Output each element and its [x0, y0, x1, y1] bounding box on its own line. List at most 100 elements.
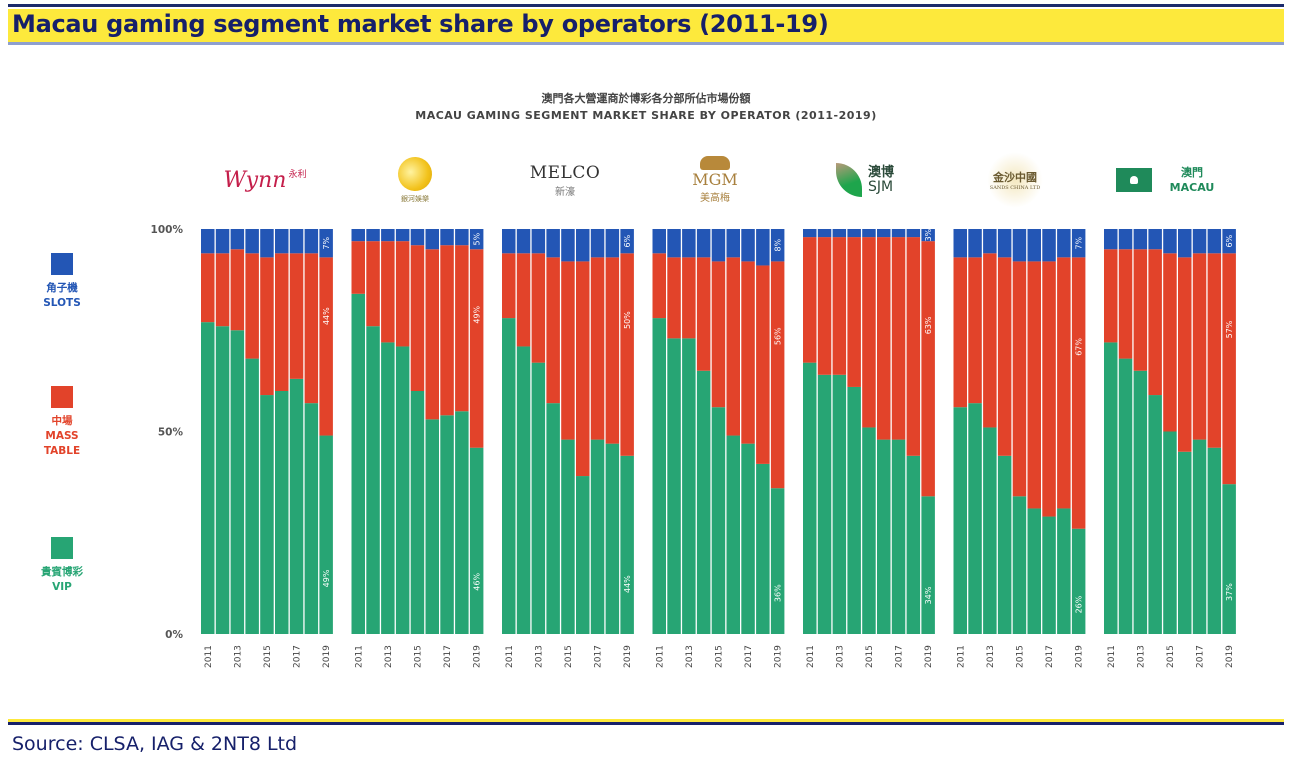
bar-mass [1057, 257, 1071, 509]
bar-mass [289, 253, 304, 379]
bar-slots [410, 229, 425, 246]
bar-mass [366, 241, 380, 327]
bar-vip [906, 455, 921, 634]
data-label-mass: 57% [1225, 320, 1234, 338]
bar-mass [1207, 253, 1222, 448]
bar-mass [319, 257, 333, 436]
bar-vip [1012, 496, 1027, 634]
data-label-slots: 5% [473, 232, 482, 245]
bar-slots [319, 229, 333, 258]
bar-vip [770, 488, 785, 634]
bar-vip [576, 476, 590, 634]
bar-mass [561, 261, 575, 440]
bar-slots [1071, 229, 1086, 258]
bar-slots [455, 229, 469, 246]
bar-slots [817, 229, 832, 238]
bar-slots [1042, 229, 1056, 262]
logo-sjm: 澳博 SJM [795, 150, 935, 210]
bar-vip [605, 443, 620, 634]
bar-slots [1012, 229, 1027, 262]
data-label-mass: 63% [924, 316, 933, 334]
bar-vip [201, 322, 215, 634]
x-tick-label: 2017 [744, 645, 754, 668]
bar-vip [997, 455, 1012, 634]
bar-slots [1118, 229, 1133, 250]
bar-vip [682, 338, 696, 634]
logo-sands-sub: SANDS CHINA LTD [989, 185, 1041, 191]
bar-slots [667, 229, 681, 258]
bar-vip [561, 439, 575, 634]
bar-vip [862, 427, 876, 634]
data-label-vip: 46% [473, 573, 482, 591]
bar-vip [953, 407, 967, 634]
bar-mass [516, 253, 531, 347]
logo-mgm-text: MGM [692, 170, 738, 189]
x-tick-label: 2011 [505, 645, 515, 668]
bar-slots [245, 229, 259, 254]
bar-mass [502, 253, 516, 319]
bar-mass [1042, 261, 1056, 517]
bar-vip [260, 395, 274, 634]
bar-slots [1148, 229, 1162, 250]
data-label-slots: 6% [1225, 234, 1234, 247]
logo-melco-text: MELCO [529, 162, 601, 183]
x-tick-label: 2015 [865, 645, 875, 668]
bar-slots [366, 229, 380, 242]
bar-mass [997, 257, 1012, 456]
x-tick-label: 2017 [895, 645, 905, 668]
logo-melco: MELCO 新濠 [495, 150, 635, 210]
bar-mass [576, 261, 590, 477]
bar-mass [1118, 249, 1133, 359]
bar-slots [1222, 229, 1236, 254]
bar-slots [1104, 229, 1118, 250]
bar-mass [1012, 261, 1027, 497]
legend-label-en: MASS [45, 430, 79, 442]
data-label-vip: 49% [322, 569, 331, 587]
bottom-rule-navy [8, 722, 1284, 725]
bar-mass [667, 257, 681, 339]
logo-mgm-sub: 美高梅 [700, 193, 730, 204]
legend-label-en: VIP [52, 581, 72, 593]
legend-swatch-mass [51, 386, 73, 408]
data-label-vip: 34% [924, 586, 933, 604]
bar-vip [817, 374, 832, 634]
bar-slots [590, 229, 605, 258]
x-tick-label: 2011 [354, 645, 364, 668]
bar-slots [531, 229, 546, 254]
x-tick-label: 2011 [1107, 645, 1117, 668]
bar-vip [410, 391, 425, 634]
bar-mass [770, 261, 785, 489]
bar-vip [921, 496, 935, 634]
bar-mass [862, 237, 876, 428]
x-tick-label: 2017 [293, 645, 303, 668]
x-tick-label: 2019 [774, 645, 784, 668]
bar-mass [275, 253, 289, 391]
bar-slots [275, 229, 289, 254]
bar-mass [605, 257, 620, 444]
bar-mass [260, 257, 274, 396]
sun-burst-icon [987, 152, 1043, 208]
bar-slots [921, 229, 935, 242]
bar-slots [997, 229, 1012, 258]
bar-mass [546, 257, 560, 404]
bar-mass [652, 253, 666, 319]
logo-macau: 澳門 MACAU [1095, 150, 1235, 210]
bar-vip [381, 342, 395, 634]
legend-item-slots: 角子機 SLOTS [30, 253, 94, 311]
bar-vip [215, 326, 230, 634]
legend-swatch-vip [51, 537, 73, 559]
bar-mass [1104, 249, 1118, 343]
bar-mass [590, 257, 605, 440]
bar-slots [605, 229, 620, 258]
x-tick-label: 2013 [1136, 645, 1146, 668]
bar-vip [891, 439, 906, 634]
bar-mass [983, 253, 997, 428]
bar-slots [425, 229, 439, 250]
bar-mass [215, 253, 230, 327]
x-tick-label: 2017 [1196, 645, 1206, 668]
bar-vip [667, 338, 681, 634]
bar-vip [1118, 358, 1133, 634]
bar-vip [1148, 395, 1162, 634]
bar-mass [696, 257, 711, 371]
bar-vip [832, 374, 847, 634]
